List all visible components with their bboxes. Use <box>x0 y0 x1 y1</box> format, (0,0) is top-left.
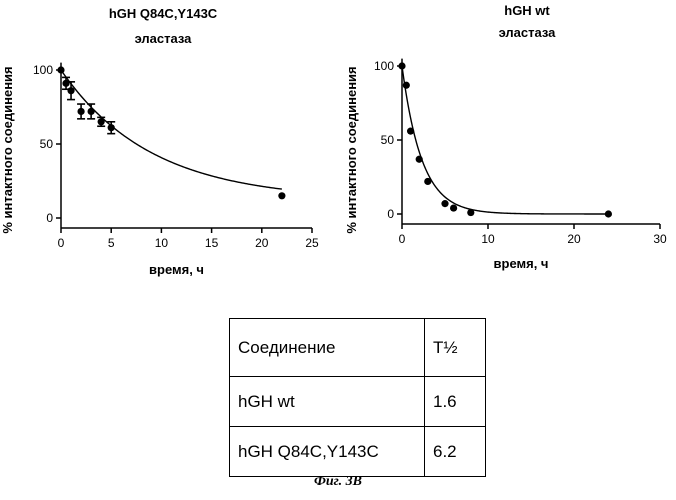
x-tick-label: 0 <box>399 232 406 246</box>
x-tick-label: 20 <box>567 232 581 246</box>
data-point <box>403 82 410 89</box>
table-row: hGH wt 1.6 <box>230 377 486 427</box>
x-tick-label: 10 <box>155 236 169 250</box>
data-point <box>407 128 414 135</box>
x-tick-label: 25 <box>305 236 319 250</box>
table-header-half-life: T½ <box>425 319 486 377</box>
y-tick-label: 0 <box>387 207 394 221</box>
chart-hgh-wt: 0 50 100 0 10 20 30 hGH wt эластаза время, ч % инт… <box>344 3 667 271</box>
x-tick-label: 5 <box>108 236 115 250</box>
data-point <box>278 192 285 199</box>
x-tick-label: 0 <box>58 236 65 250</box>
x-tick-label: 10 <box>481 232 495 246</box>
x-tick-label: 30 <box>653 232 667 246</box>
x-axis-label: время, ч <box>149 262 204 277</box>
figure-caption: Фиг. 3B <box>0 474 676 490</box>
data-point <box>67 87 74 94</box>
fit-curve <box>402 66 608 214</box>
table-cell-compound: hGH wt <box>230 377 425 427</box>
table-cell-half-life: 1.6 <box>425 377 486 427</box>
data-point <box>398 62 405 69</box>
data-point <box>416 156 423 163</box>
data-point <box>424 178 431 185</box>
data-point <box>605 210 612 217</box>
chart-title: hGH Q84C,Y143C <box>109 6 218 21</box>
table-cell-half-life: 6.2 <box>425 427 486 477</box>
x-tick-label: 20 <box>255 236 269 250</box>
chart-title: hGH wt <box>504 3 550 18</box>
data-point <box>467 209 474 216</box>
table-row: hGH Q84C,Y143C 6.2 <box>230 427 486 477</box>
figure-charts: 0501000510152025hGH Q84C,Y143Cэластазавр… <box>0 0 676 300</box>
data-point <box>88 108 95 115</box>
table-header-row: Соединение T½ <box>230 319 486 377</box>
data-point <box>441 200 448 207</box>
data-point <box>98 118 105 125</box>
chart-subtitle: эластаза <box>499 25 557 40</box>
half-life-table: Соединение T½ hGH wt 1.6 hGH Q84C,Y143C … <box>229 318 486 477</box>
chart-hgh-q84c-y143c: 0 50 100 0 5 10 15 20 25 hGH Q84C,Y143C эластаза вр… <box>0 6 319 277</box>
data-point <box>450 204 457 211</box>
data-point <box>62 80 69 87</box>
y-tick-label: 50 <box>40 137 54 151</box>
data-point <box>108 124 115 131</box>
data-point <box>57 66 64 73</box>
x-axis-label: время, ч <box>494 256 549 271</box>
y-tick-label: 100 <box>33 63 53 77</box>
y-tick-label: 100 <box>374 59 394 73</box>
table-cell-compound: hGH Q84C,Y143C <box>230 427 425 477</box>
y-tick-label: 50 <box>381 133 395 147</box>
x-tick-label: 15 <box>205 236 219 250</box>
y-axis-label: % интактного соединения <box>344 66 359 233</box>
chart-subtitle: эластаза <box>135 31 193 46</box>
y-tick-label: 0 <box>46 211 53 225</box>
y-axis-label: % интактного соединения <box>0 66 15 233</box>
data-point <box>77 108 84 115</box>
fit-curve <box>61 70 282 189</box>
table-header-compound: Соединение <box>230 319 425 377</box>
